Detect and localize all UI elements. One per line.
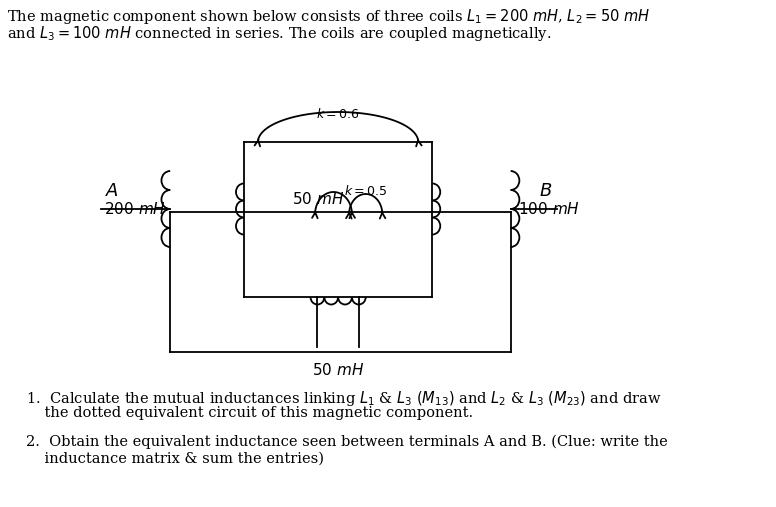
Text: inductance matrix & sum the entries): inductance matrix & sum the entries) <box>26 452 324 466</box>
Text: The magnetic component shown below consists of three coils $L_1 = 200\ mH$, $L_2: The magnetic component shown below consi… <box>7 7 650 26</box>
Text: and $L_3 = 100\ mH$ connected in series. The coils are coupled magnetically.: and $L_3 = 100\ mH$ connected in series.… <box>7 24 552 43</box>
Text: $A$: $A$ <box>106 182 120 200</box>
Text: $50\ mH$: $50\ mH$ <box>292 191 344 207</box>
Text: the dotted equivalent circuit of this magnetic component.: the dotted equivalent circuit of this ma… <box>26 406 473 420</box>
Text: $k{=}0.6$: $k{=}0.6$ <box>317 107 360 121</box>
Text: $200\ mH$: $200\ mH$ <box>104 201 166 217</box>
Text: $50\ mH$: $50\ mH$ <box>312 362 364 378</box>
Text: $100\ mH$: $100\ mH$ <box>518 201 580 217</box>
Text: $B$: $B$ <box>539 182 553 200</box>
Text: 2.  Obtain the equivalent inductance seen between terminals A and B. (Clue: writ: 2. Obtain the equivalent inductance seen… <box>26 435 667 449</box>
Text: $k{=}0.5$: $k{=}0.5$ <box>344 184 387 198</box>
Text: 1.  Calculate the mutual inductances linking $L_1$ & $L_3$ $(M_{13})$ and $L_2$ : 1. Calculate the mutual inductances link… <box>26 389 661 408</box>
